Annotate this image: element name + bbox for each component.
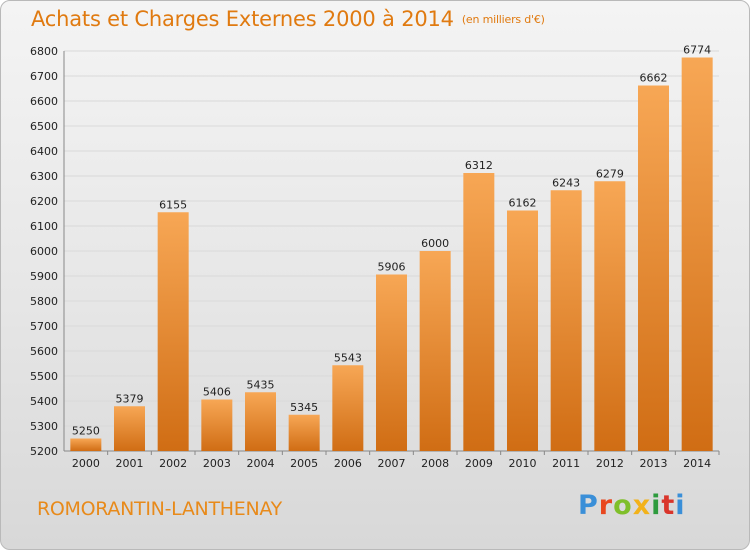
x-tick-label: 2001 xyxy=(116,457,144,470)
x-tick-label: 2014 xyxy=(683,457,711,470)
value-labels: 5250 5379 6155 5406 5435 5345 5543 5906 6000 6312… xyxy=(72,44,711,438)
value-label: 5435 xyxy=(247,378,275,391)
value-label: 6000 xyxy=(421,237,449,250)
logo-letter: t xyxy=(661,490,676,521)
y-tick-label: 6500 xyxy=(30,120,58,133)
y-tick-label: 5900 xyxy=(30,270,58,283)
bar-2012 xyxy=(594,181,626,451)
place-name: ROMORANTIN-LANTHENAY xyxy=(37,498,282,520)
y-tick-label: 6100 xyxy=(30,220,58,233)
x-tick-label: 2003 xyxy=(203,457,231,470)
chart-unit: (en milliers d'€) xyxy=(461,13,545,26)
value-label: 5345 xyxy=(290,401,318,414)
bar-2010 xyxy=(507,210,538,451)
x-tick-label: 2007 xyxy=(378,457,406,470)
value-label: 6312 xyxy=(465,159,493,172)
x-tick-label: 2008 xyxy=(421,457,449,470)
bar-2009 xyxy=(463,173,495,451)
value-label: 6155 xyxy=(159,198,187,211)
x-tick-label: 2011 xyxy=(552,457,580,470)
bar-2002 xyxy=(157,212,189,451)
x-tick-label: 2006 xyxy=(334,457,362,470)
bar-2014 xyxy=(681,57,713,451)
value-label: 5543 xyxy=(334,351,362,364)
bars xyxy=(70,57,713,451)
x-tick-label: 2013 xyxy=(640,457,668,470)
value-label: 5406 xyxy=(203,386,231,399)
bar-2000 xyxy=(70,438,102,451)
y-tick-label: 6700 xyxy=(30,70,58,83)
x-tick-label: 2000 xyxy=(72,457,100,470)
x-axis: 2000 2001 2002 2003 2004 2005 2006 2007 2008 2009… xyxy=(72,451,720,470)
bar-2013 xyxy=(638,85,669,451)
logo-letter: x xyxy=(632,490,652,521)
y-tick-label: 5600 xyxy=(30,345,58,358)
value-label: 6662 xyxy=(640,72,668,85)
bar-2004 xyxy=(245,392,276,451)
bar-2003 xyxy=(201,399,233,451)
proxiti-logo: Proxiti xyxy=(578,490,686,521)
value-label: 5379 xyxy=(116,392,144,405)
value-label: 6774 xyxy=(683,44,711,57)
y-tick-label: 5700 xyxy=(30,320,58,333)
logo-letter: o xyxy=(613,490,633,521)
chart-title-text: Achats et Charges Externes 2000 à 2014 xyxy=(31,7,454,31)
value-label: 5250 xyxy=(72,425,100,438)
bar-2006 xyxy=(332,365,364,451)
logo-letter: i xyxy=(651,490,662,521)
x-tick-label: 2009 xyxy=(465,457,493,470)
value-label: 6243 xyxy=(552,176,580,189)
y-tick-label: 6400 xyxy=(30,145,58,158)
y-axis: 5200 5300 5400 5500 5600 5700 5800 5900 6000 6100… xyxy=(30,45,719,458)
y-tick-label: 6000 xyxy=(30,245,58,258)
y-tick-label: 6300 xyxy=(30,170,58,183)
bar-2005 xyxy=(288,414,320,451)
x-tick-label: 2004 xyxy=(247,457,275,470)
x-tick-label: 2002 xyxy=(159,457,187,470)
x-tick-label: 2012 xyxy=(596,457,624,470)
y-tick-label: 5400 xyxy=(30,395,58,408)
chart-title: Achats et Charges Externes 2000 à 2014 (e… xyxy=(31,7,545,31)
bar-2007 xyxy=(376,274,407,451)
logo-letter: r xyxy=(598,490,614,521)
y-tick-label: 5200 xyxy=(30,445,58,458)
logo-letter: P xyxy=(578,490,599,521)
value-label: 6279 xyxy=(596,167,624,180)
value-label: 5906 xyxy=(378,261,406,274)
y-tick-label: 6200 xyxy=(30,195,58,208)
x-tick-label: 2005 xyxy=(290,457,318,470)
bar-2008 xyxy=(419,251,451,451)
y-tick-label: 5500 xyxy=(30,370,58,383)
y-tick-label: 6600 xyxy=(30,95,58,108)
bar-2001 xyxy=(114,406,145,451)
logo-letter: i xyxy=(675,490,686,521)
y-tick-label: 5800 xyxy=(30,295,58,308)
bar-2011 xyxy=(550,190,582,451)
value-label: 6162 xyxy=(509,197,537,210)
x-tick-label: 2010 xyxy=(509,457,537,470)
y-tick-label: 6800 xyxy=(30,45,58,58)
y-tick-label: 5300 xyxy=(30,420,58,433)
